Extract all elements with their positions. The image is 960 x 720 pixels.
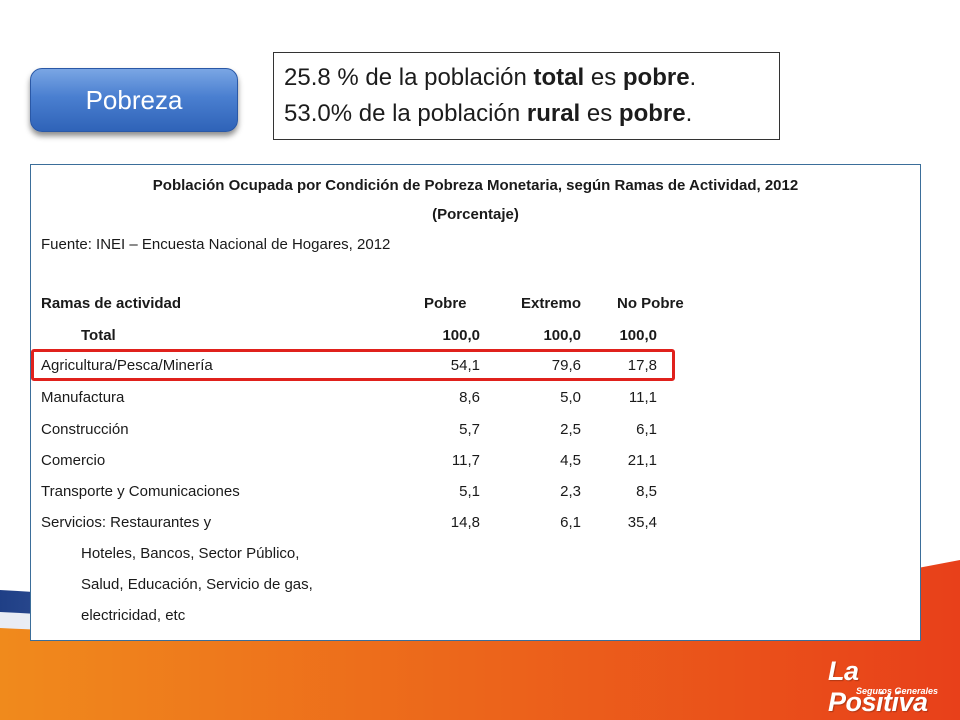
table-title: Población Ocupada por Condición de Pobre… — [152, 177, 799, 194]
row-continuation: Hoteles, Bancos, Sector Público, — [81, 545, 300, 562]
table-header: Ramas de actividad Pobre Extremo No Pobr… — [31, 289, 920, 319]
header-no-pobre: No Pobre — [617, 295, 684, 312]
la-positiva-logo: La Positiva Seguros Generales — [828, 656, 960, 718]
pobreza-badge: Pobreza — [30, 68, 238, 132]
row-continuation: electricidad, etc — [81, 607, 186, 624]
table-row: Total 100,0 100,0 100,0 — [81, 327, 657, 344]
headline-line-2: 53.0% de la población rural es pobre. — [284, 100, 693, 127]
table-source: Fuente: INEI – Encuesta Nacional de Hoga… — [41, 236, 391, 253]
highlight-box — [31, 349, 675, 381]
table-row: Construcción 5,7 2,5 6,1 — [41, 421, 657, 438]
header-pobre: Pobre — [424, 295, 467, 312]
headline-line-1: 25.8 % de la población total es pobre. — [284, 64, 697, 91]
row-continuation: Salud, Educación, Servicio de gas, — [81, 576, 313, 593]
table-subtitle: (Porcentaje) — [432, 206, 519, 223]
table-row: Transporte y Comunicaciones 5,1 2,3 8,5 — [41, 483, 657, 500]
data-table-panel: Población Ocupada por Condición de Pobre… — [30, 164, 921, 641]
headline-box: 25.8 % de la población total es pobre. 5… — [273, 52, 780, 140]
table-row: Comercio 11,7 4,5 21,1 — [41, 452, 657, 469]
header-ramas: Ramas de actividad — [41, 295, 182, 312]
table-row: Servicios: Restaurantes y 14,8 6,1 35,4 — [41, 514, 657, 531]
logo-tagline: Seguros Generales — [856, 686, 939, 696]
header-extremo: Extremo — [521, 295, 582, 312]
logo-name: La Positiva — [828, 656, 928, 717]
badge-label: Pobreza — [85, 84, 183, 115]
table-row: Manufactura 8,6 5,0 11,1 — [41, 389, 657, 406]
table-row: Agricultura/Pesca/Minería 54,1 79,6 17,8 — [41, 357, 657, 374]
